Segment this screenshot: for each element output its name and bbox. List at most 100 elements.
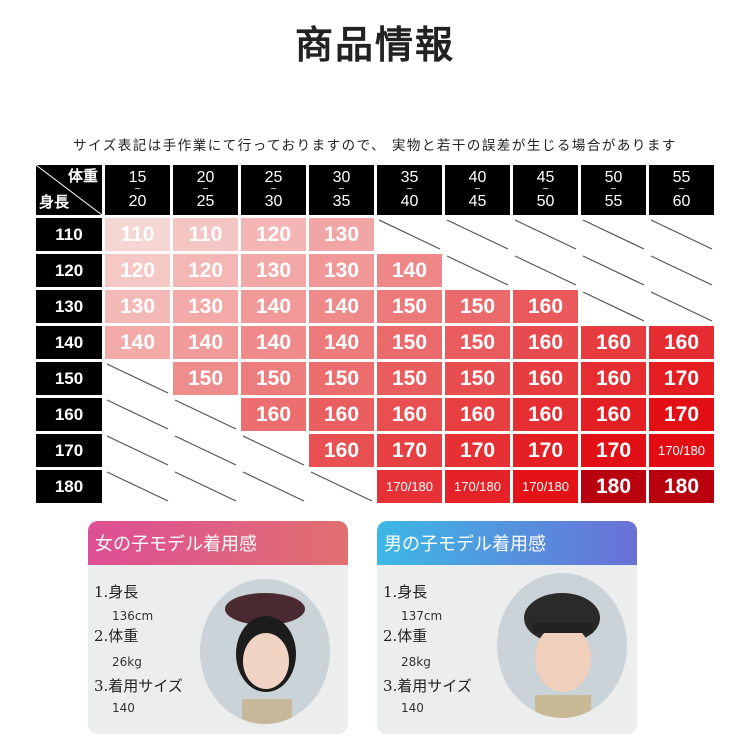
size-cell: 130 [105, 290, 170, 323]
height-row-header: 130 [36, 290, 102, 323]
size-cell: 160 [445, 398, 510, 431]
height-label: 身長 [39, 194, 70, 211]
diagonal-line [242, 435, 305, 466]
size-cell: 130 [173, 290, 238, 323]
empty-cell [105, 470, 170, 503]
table-row: 150 150 150 150 150 150 160 160 170 [36, 362, 714, 395]
boy-size-label: 3.着用サイズ [383, 677, 472, 695]
boy-weight-value: 28kg [401, 655, 431, 669]
size-cell: 160 [377, 398, 442, 431]
girl-card-header: 女の子モデル着用感 [88, 521, 348, 565]
size-cell: 140 [241, 290, 306, 323]
size-cell: 160 [581, 362, 646, 395]
diagonal-line [174, 399, 237, 430]
boy-model-photo [497, 573, 627, 718]
empty-cell [105, 398, 170, 431]
height-row-header: 120 [36, 254, 102, 287]
table-row: 140 140 140 140 140 150 150 160 160 160 [36, 326, 714, 359]
empty-cell [649, 254, 714, 287]
boy-height-value: 137cm [401, 609, 443, 623]
empty-cell [445, 254, 510, 287]
size-cell: 150 [377, 362, 442, 395]
size-cell: 170 [513, 434, 578, 467]
size-cell: 180 [581, 470, 646, 503]
diagonal-line [378, 219, 441, 250]
height-row-header: 150 [36, 362, 102, 395]
table-row: 170 160 170 170 170 170 170/180 [36, 434, 714, 467]
size-cell: 170 [649, 362, 714, 395]
diagonal-line [582, 255, 645, 286]
empty-cell [581, 218, 646, 251]
height-row-header: 180 [36, 470, 102, 503]
diagonal-line [446, 219, 509, 250]
weight-range-header: 45 ~50 [513, 165, 578, 215]
diagonal-line [174, 471, 237, 502]
size-cell: 140 [105, 326, 170, 359]
diagonal-line [650, 219, 713, 250]
size-cell: 160 [513, 362, 578, 395]
diagonal-line [650, 255, 713, 286]
table-row: 180 170/180 170/180 170/180 180 180 [36, 470, 714, 503]
size-cell: 110 [173, 218, 238, 251]
size-cell: 130 [309, 254, 374, 287]
size-cell: 140 [241, 326, 306, 359]
height-row-header: 160 [36, 398, 102, 431]
girl-model-photo [200, 579, 330, 724]
girl-size-label: 3.着用サイズ [94, 677, 183, 695]
diagonal-line [310, 471, 373, 502]
corner-header: 体重身長 [36, 165, 102, 215]
empty-cell [649, 218, 714, 251]
diagonal-line [446, 255, 509, 286]
size-cell: 160 [649, 326, 714, 359]
empty-cell [105, 434, 170, 467]
empty-cell [377, 218, 442, 251]
empty-cell [173, 434, 238, 467]
size-cell: 150 [377, 290, 442, 323]
girl-size-value: 140 [112, 701, 135, 715]
girl-height-label: 1.身長 [94, 583, 139, 601]
size-cell: 170/180 [513, 470, 578, 503]
diagonal-line [106, 363, 169, 394]
empty-cell [241, 470, 306, 503]
size-cell: 150 [445, 326, 510, 359]
diagonal-line [242, 471, 305, 502]
size-cell: 160 [513, 326, 578, 359]
empty-cell [513, 218, 578, 251]
size-cell: 160 [513, 398, 578, 431]
girl-height-value: 136cm [112, 609, 154, 623]
size-cell: 140 [173, 326, 238, 359]
size-cell: 170 [377, 434, 442, 467]
size-cell: 160 [241, 398, 306, 431]
weight-label: 体重 [67, 168, 98, 185]
diagonal-line [106, 471, 169, 502]
empty-cell [173, 398, 238, 431]
weight-range-header: 30 ~35 [309, 165, 374, 215]
table-row: 130 130 130 140 140 150 150 160 [36, 290, 714, 323]
weight-range-header: 40 ~45 [445, 165, 510, 215]
weight-range-header: 15 ~20 [105, 165, 170, 215]
size-chart-table: 体重 身長 15 ~20 20 ~25 25 ~30 30 ~35 35 ~40 40 ~45 45 ~50 5… [33, 162, 717, 506]
diagonal-line [582, 219, 645, 250]
size-cell: 150 [445, 362, 510, 395]
table-row: 160 160 160 160 160 160 160 170 [36, 398, 714, 431]
weight-range-header: 20 ~25 [173, 165, 238, 215]
table-row: 110 110 110 120 130 [36, 218, 714, 251]
size-cell: 160 [309, 434, 374, 467]
size-cell: 180 [649, 470, 714, 503]
size-cell: 170/180 [445, 470, 510, 503]
size-cell: 150 [377, 326, 442, 359]
size-cell: 130 [309, 218, 374, 251]
size-cell: 170 [581, 434, 646, 467]
header-row: 体重 身長 15 ~20 20 ~25 25 ~30 30 ~35 35 ~40 40 ~45 45 ~50 5… [36, 165, 714, 215]
empty-cell [445, 218, 510, 251]
size-cell: 140 [377, 254, 442, 287]
weight-range-header: 55 ~60 [649, 165, 714, 215]
size-cell: 160 [581, 326, 646, 359]
size-cell: 170 [445, 434, 510, 467]
size-cell: 150 [445, 290, 510, 323]
size-cell: 150 [241, 362, 306, 395]
weight-range-header: 25 ~30 [241, 165, 306, 215]
boy-model-card: 男の子モデル着用感 1.身長 137cm 2.体重 28kg 3.着用サイズ 1… [377, 521, 637, 734]
table-row: 120 120 120 130 130 140 [36, 254, 714, 287]
size-note: サイズ表記は手作業にて行っておりますので、 実物と若干の誤差が生じる場合がありま… [73, 138, 677, 154]
